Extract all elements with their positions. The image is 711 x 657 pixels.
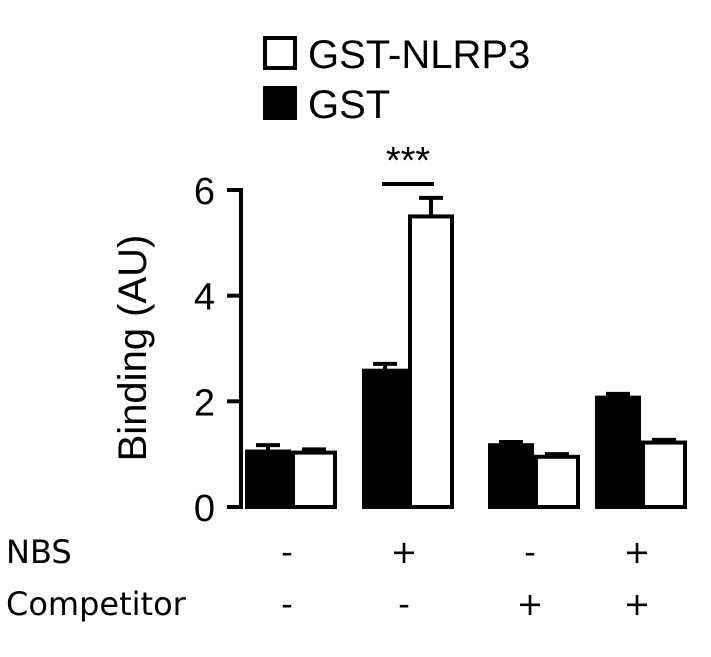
condition-row-label: Competitor [6,585,187,623]
condition-value: - [281,585,293,623]
bar [291,450,337,509]
bar [362,368,408,509]
condition-value: + [391,533,418,571]
legend-swatch [263,86,297,120]
y-tick-label: 2 [194,382,215,424]
bar [245,449,291,509]
condition-value: + [624,533,651,571]
legend-label: GST [308,83,390,127]
bar [408,214,454,510]
y-axis: 0 2 4 6 [194,171,243,530]
y-tick-label: 6 [194,171,215,213]
significance-stars: *** [386,140,431,182]
y-tick-label: 0 [194,488,215,530]
condition-value: + [517,585,544,623]
condition-value: - [281,533,293,571]
annotations: *** [382,140,434,186]
condition-value: - [524,533,536,571]
condition-table: NBS - + - + Competitor - - + + [6,533,650,623]
legend-label: GST-NLRP3 [308,33,530,77]
bars [245,214,687,510]
bar [595,395,641,510]
legend-swatch [263,36,297,70]
y-tick-label: 4 [194,277,215,319]
condition-value: - [398,585,410,623]
condition-value: + [624,585,651,623]
bar [641,440,687,509]
bar [534,454,580,509]
bar [488,443,534,509]
y-axis-label: Binding (AU) [111,235,155,462]
legend: GST-NLRP3 GST [263,33,530,127]
y-axis-label-group: Binding (AU) [111,235,155,462]
condition-row-label: NBS [6,533,72,571]
